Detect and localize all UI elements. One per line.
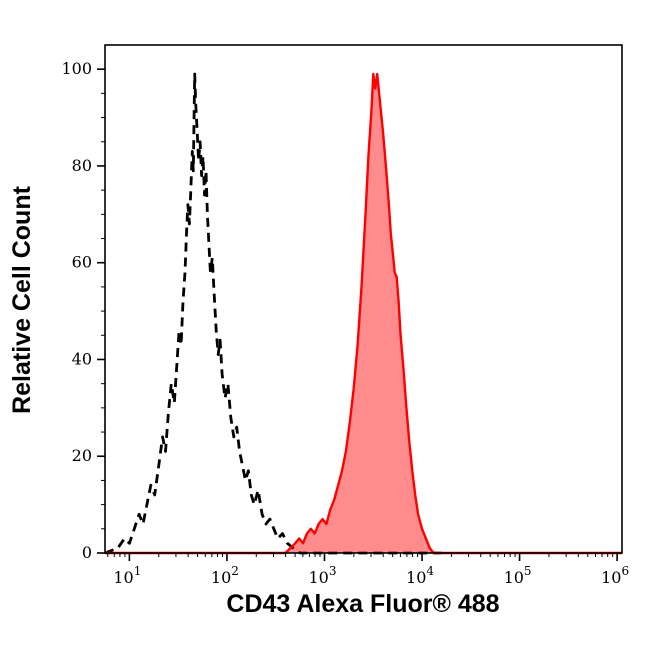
x-tick-label: 106 xyxy=(601,564,629,587)
x-axis-title: CD43 Alexa Fluor® 488 xyxy=(226,590,499,618)
y-tick-label: 80 xyxy=(72,156,92,175)
unstained-control-curve xyxy=(104,72,442,555)
x-tick-label: 102 xyxy=(211,564,239,587)
x-tick-label: 104 xyxy=(406,564,434,587)
x-tick-label: 103 xyxy=(308,564,336,587)
y-tick-label: 100 xyxy=(61,59,92,78)
x-tick-label: 105 xyxy=(504,564,532,587)
cd43-alexa-fluor-488-stained-curve xyxy=(105,72,622,555)
cd43-alexa-fluor-488-stained-fill xyxy=(105,74,622,553)
y-tick-label: 60 xyxy=(72,253,92,272)
x-tick-label: 101 xyxy=(113,564,141,587)
y-axis-title: Relative Cell Count xyxy=(8,185,36,413)
plot-layer: 101 102 103 104 105 106 0 20 40 60 80 100 xyxy=(61,44,629,587)
plot-frame xyxy=(104,44,623,554)
y-tick-label: 0 xyxy=(82,543,92,562)
y-tick-label: 20 xyxy=(72,446,92,465)
y-tick-label: 40 xyxy=(72,349,92,368)
